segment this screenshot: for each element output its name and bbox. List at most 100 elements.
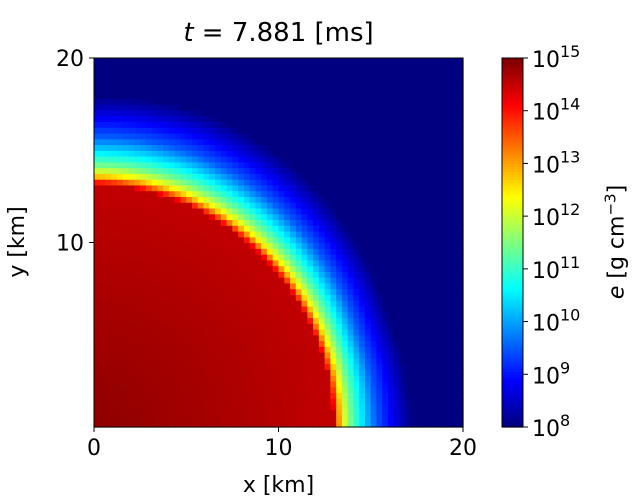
heatmap-cell [445, 346, 453, 353]
heatmap-cell [266, 121, 274, 128]
heatmap-cell [209, 225, 216, 232]
heatmap-cell [163, 81, 170, 88]
heatmap-cell [313, 265, 320, 272]
heatmap-cell [318, 167, 326, 174]
heatmap-cell [157, 288, 164, 295]
heatmap-cell [428, 271, 435, 278]
heatmap-cell [434, 156, 441, 163]
heatmap-cell [140, 277, 147, 284]
colorbar-segment [502, 353, 523, 357]
heatmap-cell [336, 409, 343, 417]
heatmap-cell [122, 300, 130, 307]
colorbar-segment [502, 192, 523, 196]
heatmap-cell [324, 161, 331, 169]
heatmap-cell [111, 179, 118, 186]
heatmap-cell [278, 219, 285, 226]
heatmap-cell [99, 63, 107, 71]
heatmap-cell [434, 213, 441, 221]
heatmap-cell [249, 225, 257, 232]
heatmap-cell [261, 69, 268, 76]
heatmap-cell [134, 363, 141, 370]
heatmap-cell [134, 138, 141, 146]
heatmap-cell [393, 421, 401, 428]
heatmap-cell [388, 340, 395, 347]
heatmap-cell [416, 334, 424, 342]
heatmap-cell [186, 346, 193, 353]
heatmap-cell [94, 207, 101, 215]
heatmap-cell [117, 277, 124, 284]
heatmap-cell [324, 69, 331, 76]
heatmap-cell [451, 317, 458, 324]
heatmap-cell [370, 300, 378, 307]
heatmap-cell [301, 328, 308, 336]
heatmap-cell [439, 121, 447, 128]
heatmap-cell [353, 132, 360, 140]
heatmap-cell [364, 248, 372, 255]
heatmap-cell [370, 98, 378, 105]
heatmap-cell [307, 81, 314, 88]
heatmap-cell [359, 415, 366, 422]
heatmap-cell [122, 179, 130, 186]
heatmap-cell [220, 196, 228, 203]
heatmap-cell [168, 277, 176, 284]
heatmap-cell [359, 144, 366, 151]
heatmap-cell [422, 69, 430, 76]
heatmap-cell [111, 363, 118, 370]
colorbar-segment [502, 242, 523, 246]
heatmap-cell [94, 179, 101, 186]
colorbar-segment [502, 166, 523, 170]
heatmap-cell [388, 277, 395, 284]
heatmap-cell [157, 328, 164, 336]
heatmap-cell [341, 127, 349, 134]
heatmap-cell [180, 334, 187, 342]
heatmap-cell [399, 265, 406, 272]
heatmap-cell [422, 230, 430, 238]
heatmap-cell [151, 219, 159, 226]
heatmap-cell [416, 300, 424, 307]
heatmap-cell [428, 156, 435, 163]
heatmap-cell [318, 196, 326, 203]
heatmap-cell [215, 369, 222, 376]
heatmap-cell [313, 132, 320, 140]
heatmap-cell [451, 184, 458, 192]
heatmap-cell [353, 104, 360, 111]
heatmap-cell [203, 156, 210, 163]
heatmap-cell [174, 328, 182, 336]
heatmap-cell [238, 184, 245, 192]
heatmap-cell [388, 184, 395, 192]
heatmap-cell [215, 184, 222, 192]
heatmap-cell [226, 340, 233, 347]
heatmap-cell [272, 138, 280, 146]
heatmap-cell [163, 207, 170, 215]
heatmap-cell [376, 156, 383, 163]
heatmap-cell [209, 58, 216, 65]
heatmap-cell [388, 242, 395, 249]
heatmap-cell [117, 363, 124, 370]
heatmap-cell [134, 121, 141, 128]
heatmap-cell [370, 386, 378, 394]
heatmap-cell [266, 357, 274, 365]
heatmap-cell [330, 150, 337, 157]
heatmap-cell [261, 369, 268, 376]
heatmap-cell [105, 98, 112, 105]
heatmap-cell [347, 380, 355, 388]
heatmap-cell [249, 282, 257, 290]
heatmap-cell [105, 369, 112, 376]
heatmap-cell [128, 156, 135, 163]
heatmap-cell [197, 346, 205, 353]
heatmap-cell [422, 392, 430, 399]
heatmap-cell [134, 104, 141, 111]
heatmap-cell [215, 311, 222, 319]
heatmap-cell [434, 121, 441, 128]
heatmap-cell [313, 357, 320, 365]
heatmap-cell [128, 207, 135, 215]
heatmap-cell [99, 294, 107, 301]
heatmap-cell [128, 403, 135, 411]
heatmap-cell [128, 127, 135, 134]
heatmap-cell [307, 179, 314, 186]
heatmap-cell [255, 225, 262, 232]
heatmap-cell [301, 161, 308, 169]
heatmap-cell [301, 334, 308, 342]
heatmap-cell [405, 190, 412, 197]
heatmap-cell [117, 58, 124, 65]
